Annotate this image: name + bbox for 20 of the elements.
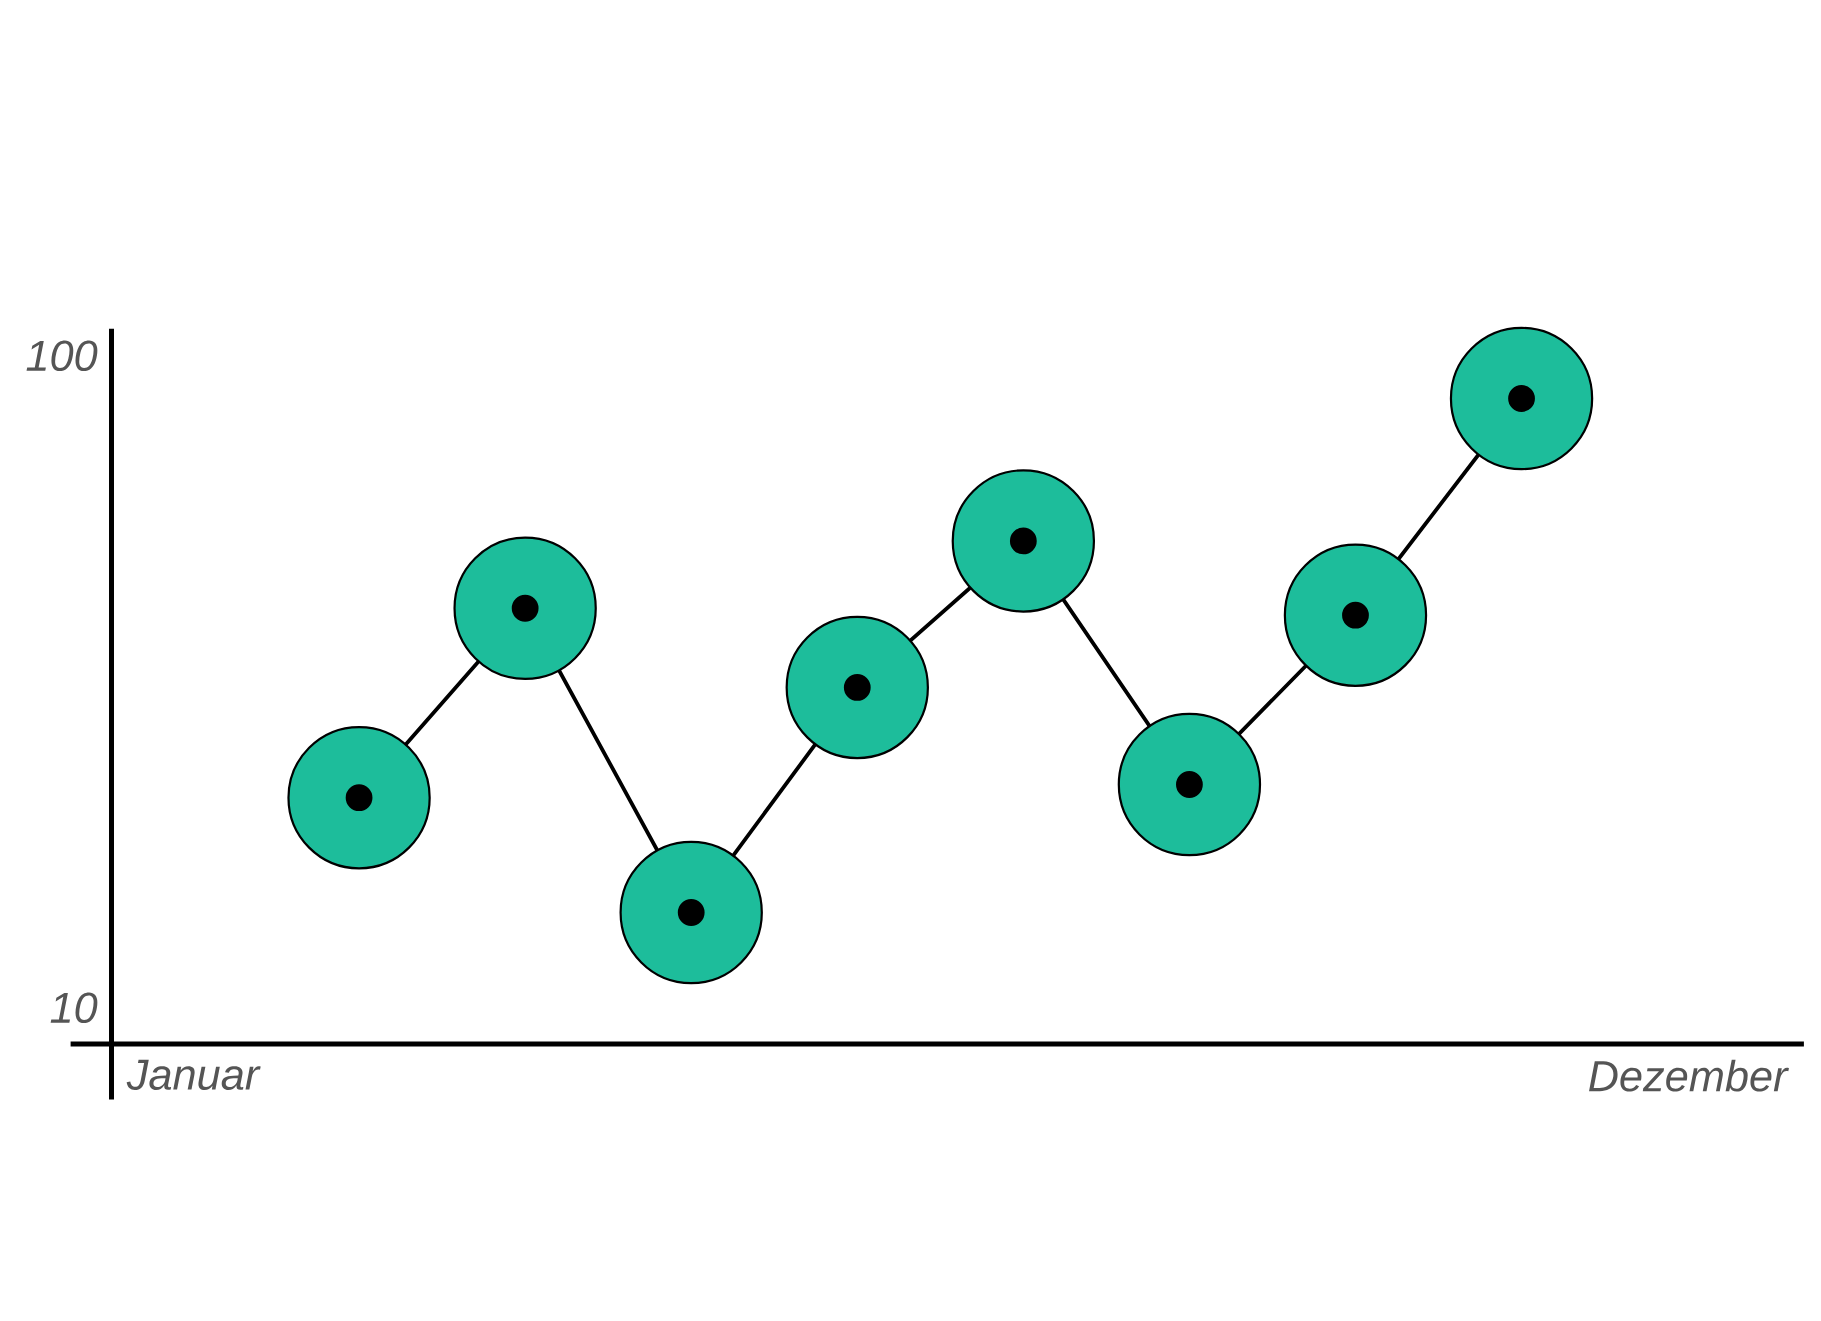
y-tick-label: 100: [26, 340, 98, 372]
point: [511, 594, 539, 622]
y-tick-label: 10: [50, 992, 98, 1024]
x-tick-label: Dezember: [1589, 1059, 1789, 1092]
point: [619, 840, 763, 985]
point: [951, 469, 1096, 613]
point: [1176, 771, 1203, 798]
point: [785, 615, 929, 760]
point: [1508, 385, 1535, 412]
point: [345, 784, 373, 812]
point: [677, 899, 705, 926]
point: [1449, 326, 1594, 471]
point: [453, 536, 597, 680]
point: [843, 674, 871, 701]
point: [1117, 712, 1262, 857]
point: [1342, 601, 1369, 629]
point: [1283, 543, 1428, 687]
point: [287, 725, 431, 870]
point: [1009, 527, 1037, 555]
x-tick-label: Januar: [126, 1059, 261, 1090]
